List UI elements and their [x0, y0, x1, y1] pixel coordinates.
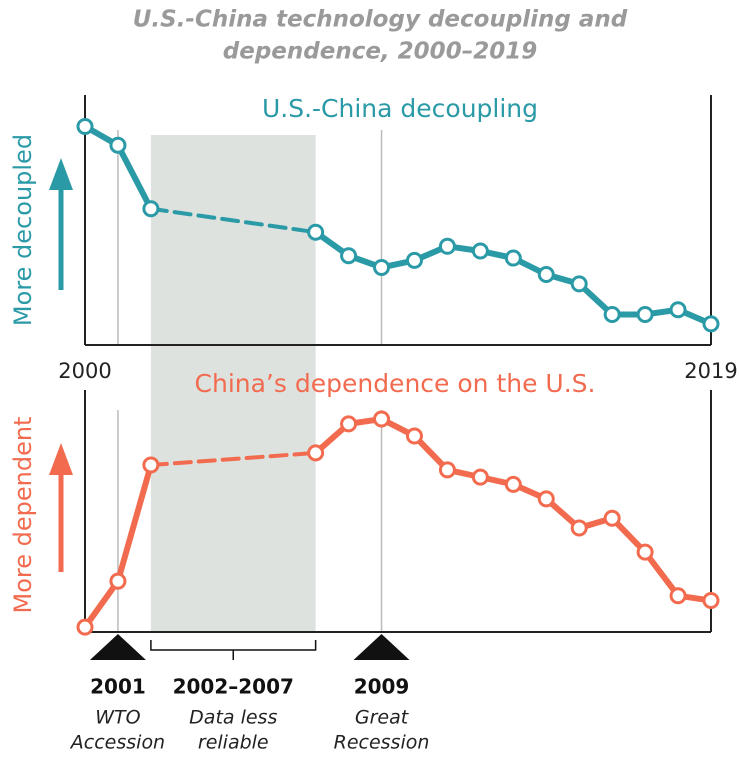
range-bracket — [150, 640, 317, 660]
event-year: 2001 — [90, 675, 146, 699]
line-segment — [148, 206, 318, 235]
data-point — [438, 461, 456, 479]
title-line: U.S.-China technology decoupling and — [133, 7, 628, 33]
data-point — [669, 587, 687, 605]
data-point — [109, 572, 127, 590]
data-point — [471, 242, 489, 260]
data-point — [504, 249, 522, 267]
shaded-range — [150, 135, 316, 632]
range-label: 2002–2007 — [173, 675, 294, 699]
data-point — [76, 618, 94, 636]
data-point — [76, 117, 94, 135]
data-point — [570, 275, 588, 293]
data-point — [340, 415, 358, 433]
background-layer — [117, 130, 383, 632]
panel-title: U.S.-China decoupling — [262, 94, 538, 123]
data-point — [702, 315, 720, 333]
data-point — [142, 200, 160, 218]
data-point — [570, 519, 588, 537]
event-marker — [353, 634, 410, 660]
data-point — [537, 490, 555, 508]
data-point — [307, 444, 325, 462]
data-point — [373, 258, 391, 276]
line-segment — [642, 549, 682, 599]
data-point — [603, 305, 621, 323]
event-text: Great — [355, 707, 410, 729]
data-point — [504, 475, 522, 493]
range-text: Data less — [189, 707, 277, 729]
title-line: dependence, 2000–2019 — [223, 39, 537, 65]
data-point — [373, 410, 391, 428]
range-text: reliable — [198, 732, 269, 754]
data-point — [471, 468, 489, 486]
data-point — [537, 266, 555, 283]
line-segment — [148, 450, 318, 468]
data-point — [702, 592, 720, 610]
data-point — [340, 247, 358, 265]
event-text: WTO — [95, 707, 140, 729]
y-axis-label: More dependent — [9, 417, 37, 614]
data-point — [636, 305, 654, 323]
data-point — [669, 301, 687, 319]
event-marker — [89, 634, 146, 660]
data-point — [142, 456, 160, 474]
data-point — [438, 237, 456, 255]
data-point — [405, 251, 423, 269]
data-point — [603, 509, 621, 527]
line-segment — [82, 578, 121, 631]
event-text: Accession — [69, 732, 165, 754]
data-point — [307, 223, 325, 241]
line-segment — [114, 462, 154, 585]
x-tick-label: 2000 — [58, 359, 111, 383]
data-point — [405, 427, 423, 445]
event-year: 2009 — [354, 675, 410, 699]
data-point — [109, 136, 127, 154]
y-axis-label: More decoupled — [9, 134, 37, 326]
event-text: Recession — [334, 732, 430, 754]
y-arrow — [49, 443, 73, 572]
panel-title: China’s dependence on the U.S. — [195, 369, 596, 398]
axis-frame — [84, 95, 712, 633]
x-tick-label: 2019 — [684, 359, 737, 383]
line-segment — [114, 142, 154, 212]
y-arrow — [49, 158, 73, 290]
data-point — [636, 543, 654, 561]
